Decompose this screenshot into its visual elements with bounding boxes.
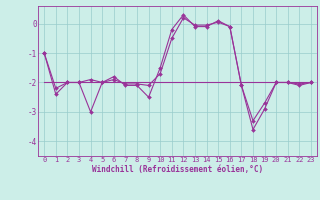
X-axis label: Windchill (Refroidissement éolien,°C): Windchill (Refroidissement éolien,°C) (92, 165, 263, 174)
